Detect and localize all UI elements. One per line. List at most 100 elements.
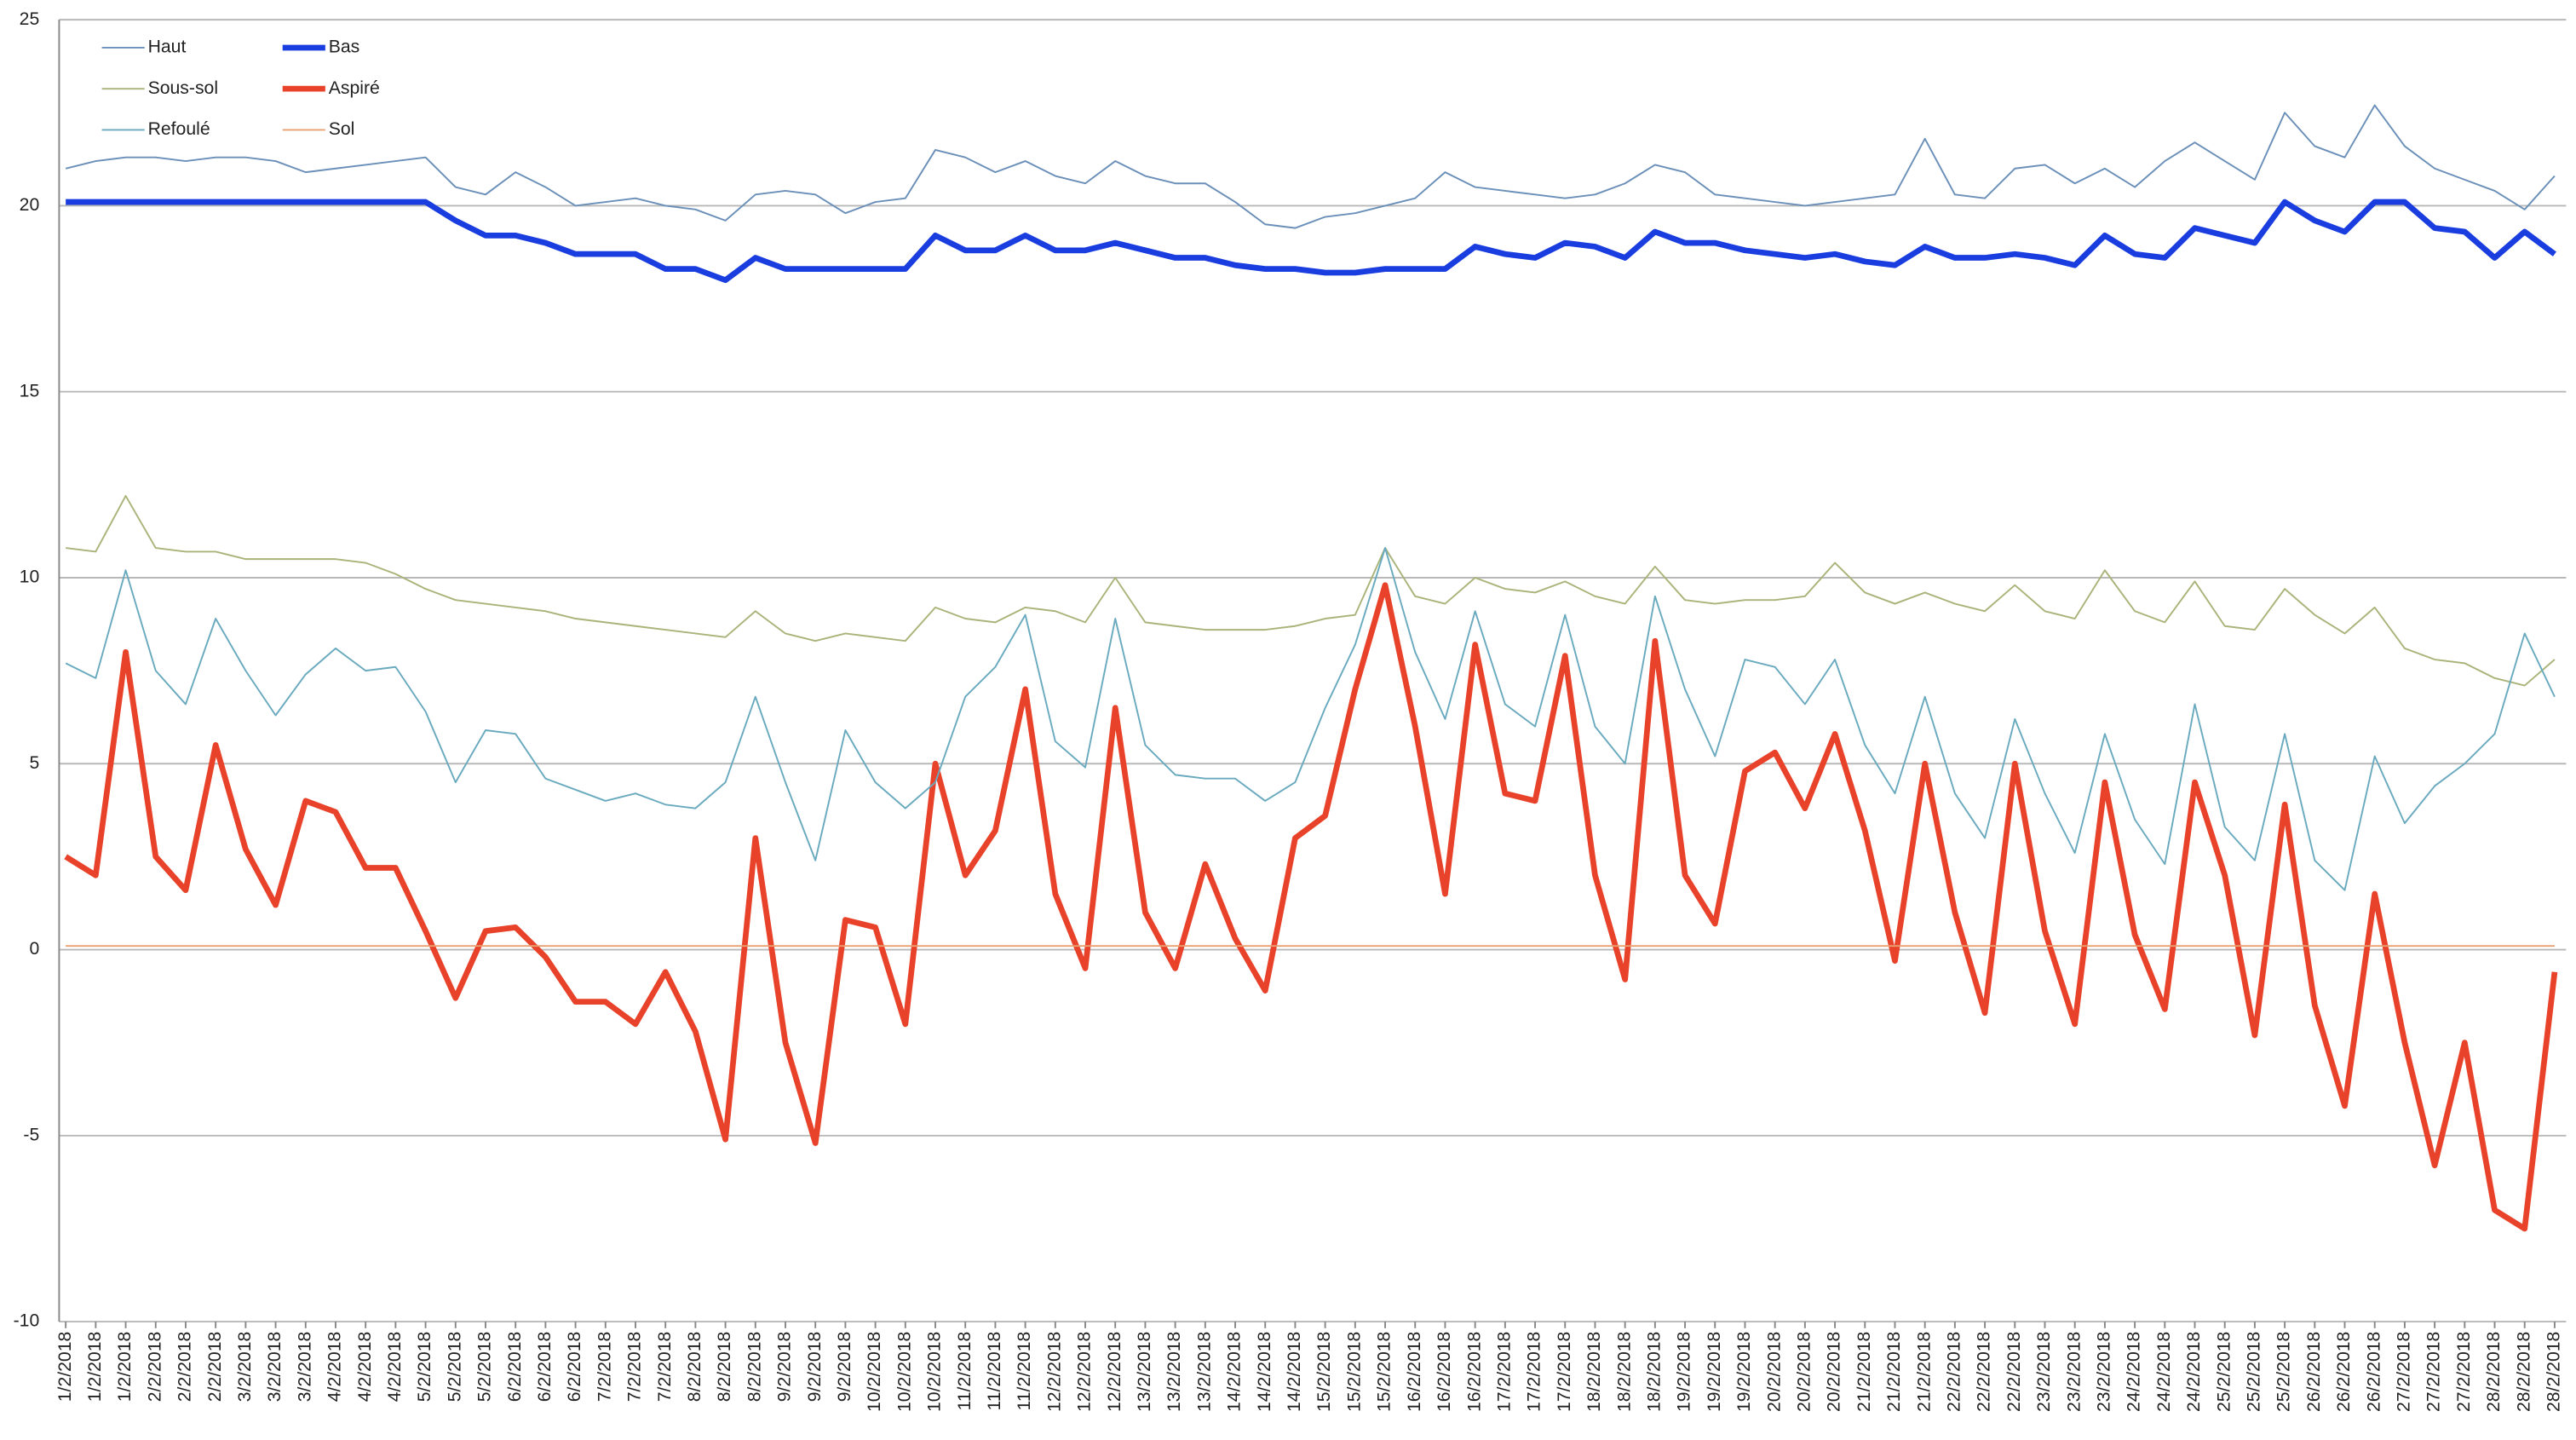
x-tick-label: 19/2/2018	[1675, 1332, 1694, 1412]
x-tick-label: 12/2/2018	[1105, 1332, 1124, 1412]
x-tick-label: 5/2/2018	[475, 1332, 495, 1403]
x-tick-label: 27/2/2018	[2395, 1332, 2414, 1412]
x-tick-label: 5/2/2018	[445, 1332, 464, 1403]
x-tick-label: 24/2/2018	[2154, 1332, 2174, 1412]
series-line	[65, 547, 2556, 891]
x-tick-label: 19/2/2018	[1734, 1332, 1754, 1412]
x-tick-label: 4/2/2018	[325, 1332, 345, 1403]
x-tick-label: 3/2/2018	[265, 1332, 285, 1403]
x-tick-label: 12/2/2018	[1075, 1332, 1095, 1412]
x-tick-label: 2/2/2018	[145, 1332, 164, 1403]
x-tick-label: 7/2/2018	[655, 1332, 675, 1403]
y-tick-label: 5	[29, 753, 39, 773]
x-tick-label: 17/2/2018	[1494, 1332, 1514, 1412]
x-tick-label: 28/2/2018	[2514, 1332, 2533, 1412]
x-tick-label: 25/2/2018	[2274, 1332, 2294, 1412]
x-tick-label: 21/2/2018	[1854, 1332, 1874, 1412]
legend-label: Bas	[329, 37, 360, 57]
x-tick-label: 26/2/2018	[2364, 1332, 2383, 1412]
x-tick-label: 6/2/2018	[565, 1332, 584, 1403]
x-tick-label: 2/2/2018	[205, 1332, 225, 1403]
x-tick-label: 18/2/2018	[1644, 1332, 1664, 1412]
x-tick-label: 22/2/2018	[2004, 1332, 2024, 1412]
x-tick-label: 25/2/2018	[2245, 1332, 2264, 1412]
x-tick-label: 13/2/2018	[1194, 1332, 1214, 1412]
x-tick-label: 22/2/2018	[1944, 1332, 1964, 1412]
x-tick-label: 13/2/2018	[1164, 1332, 1184, 1412]
y-tick-label: 20	[20, 195, 40, 215]
x-tick-label: 26/2/2018	[2334, 1332, 2354, 1412]
x-tick-label: 16/2/2018	[1464, 1332, 1484, 1412]
x-tick-label: 7/2/2018	[625, 1332, 645, 1403]
legend-label: Aspiré	[329, 78, 380, 98]
series-line	[64, 582, 2558, 1232]
legend-label: Sol	[329, 119, 355, 139]
x-tick-label: 11/2/2018	[985, 1332, 1004, 1411]
y-tick-label: -5	[23, 1125, 39, 1144]
legend-label: Sous-sol	[148, 78, 218, 98]
x-tick-label: 24/2/2018	[2184, 1332, 2204, 1412]
x-tick-label: 16/2/2018	[1435, 1332, 1454, 1412]
x-tick-label: 15/2/2018	[1344, 1332, 1364, 1412]
x-tick-label: 12/2/2018	[1044, 1332, 1064, 1412]
x-tick-label: 6/2/2018	[505, 1332, 525, 1403]
legend-label: Haut	[148, 37, 187, 57]
x-tick-label: 17/2/2018	[1555, 1332, 1574, 1412]
x-tick-label: 20/2/2018	[1764, 1332, 1784, 1412]
x-tick-label: 7/2/2018	[595, 1332, 614, 1403]
y-tick-label: -10	[14, 1311, 40, 1331]
legend-label: Refoulé	[148, 119, 210, 139]
x-tick-label: 1/2/2018	[55, 1332, 75, 1403]
x-tick-label: 14/2/2018	[1225, 1332, 1245, 1412]
x-tick-label: 25/2/2018	[2214, 1332, 2234, 1412]
x-tick-label: 16/2/2018	[1405, 1332, 1424, 1412]
y-tick-label: 10	[20, 567, 40, 587]
x-tick-label: 4/2/2018	[385, 1332, 405, 1403]
x-tick-label: 6/2/2018	[535, 1332, 555, 1403]
x-tick-label: 27/2/2018	[2424, 1332, 2444, 1412]
x-tick-label: 8/2/2018	[745, 1332, 764, 1403]
x-tick-label: 23/2/2018	[2095, 1332, 2114, 1412]
x-tick-label: 10/2/2018	[894, 1332, 914, 1412]
x-tick-label: 13/2/2018	[1135, 1332, 1154, 1412]
x-tick-label: 2/2/2018	[175, 1332, 195, 1403]
x-tick-label: 24/2/2018	[2125, 1332, 2144, 1412]
y-tick-label: 25	[20, 9, 40, 29]
x-tick-label: 28/2/2018	[2484, 1332, 2504, 1412]
x-tick-label: 17/2/2018	[1525, 1332, 1544, 1412]
series-line	[65, 104, 2556, 229]
x-tick-label: 15/2/2018	[1375, 1332, 1394, 1412]
series-line	[66, 199, 2556, 284]
x-tick-label: 4/2/2018	[355, 1332, 375, 1403]
x-tick-label: 18/2/2018	[1584, 1332, 1604, 1412]
x-tick-label: 5/2/2018	[415, 1332, 434, 1403]
x-tick-label: 26/2/2018	[2304, 1332, 2324, 1412]
x-tick-label: 8/2/2018	[715, 1332, 734, 1403]
y-tick-label: 15	[20, 381, 40, 400]
y-tick-label: 0	[29, 939, 39, 959]
x-tick-label: 10/2/2018	[925, 1332, 945, 1412]
x-tick-label: 28/2/2018	[2544, 1332, 2564, 1412]
x-tick-label: 15/2/2018	[1314, 1332, 1334, 1412]
x-tick-label: 23/2/2018	[2034, 1332, 2054, 1412]
x-tick-label: 10/2/2018	[865, 1332, 884, 1412]
x-tick-label: 8/2/2018	[685, 1332, 704, 1403]
x-tick-label: 20/2/2018	[1794, 1332, 1814, 1412]
x-tick-label: 22/2/2018	[1975, 1332, 1994, 1412]
x-tick-label: 14/2/2018	[1255, 1332, 1274, 1412]
x-tick-label: 1/2/2018	[85, 1332, 105, 1403]
series-line	[66, 494, 2556, 687]
x-tick-label: 27/2/2018	[2454, 1332, 2474, 1412]
x-tick-label: 11/2/2018	[1015, 1332, 1034, 1411]
x-tick-label: 20/2/2018	[1825, 1332, 1844, 1412]
x-tick-label: 21/2/2018	[1914, 1332, 1934, 1412]
x-tick-label: 14/2/2018	[1285, 1332, 1304, 1412]
x-tick-label: 18/2/2018	[1614, 1332, 1634, 1412]
x-tick-label: 9/2/2018	[775, 1332, 795, 1403]
x-tick-label: 23/2/2018	[2064, 1332, 2084, 1412]
x-tick-label: 19/2/2018	[1705, 1332, 1724, 1412]
x-tick-label: 21/2/2018	[1884, 1332, 1904, 1412]
x-tick-label: 3/2/2018	[295, 1332, 314, 1403]
